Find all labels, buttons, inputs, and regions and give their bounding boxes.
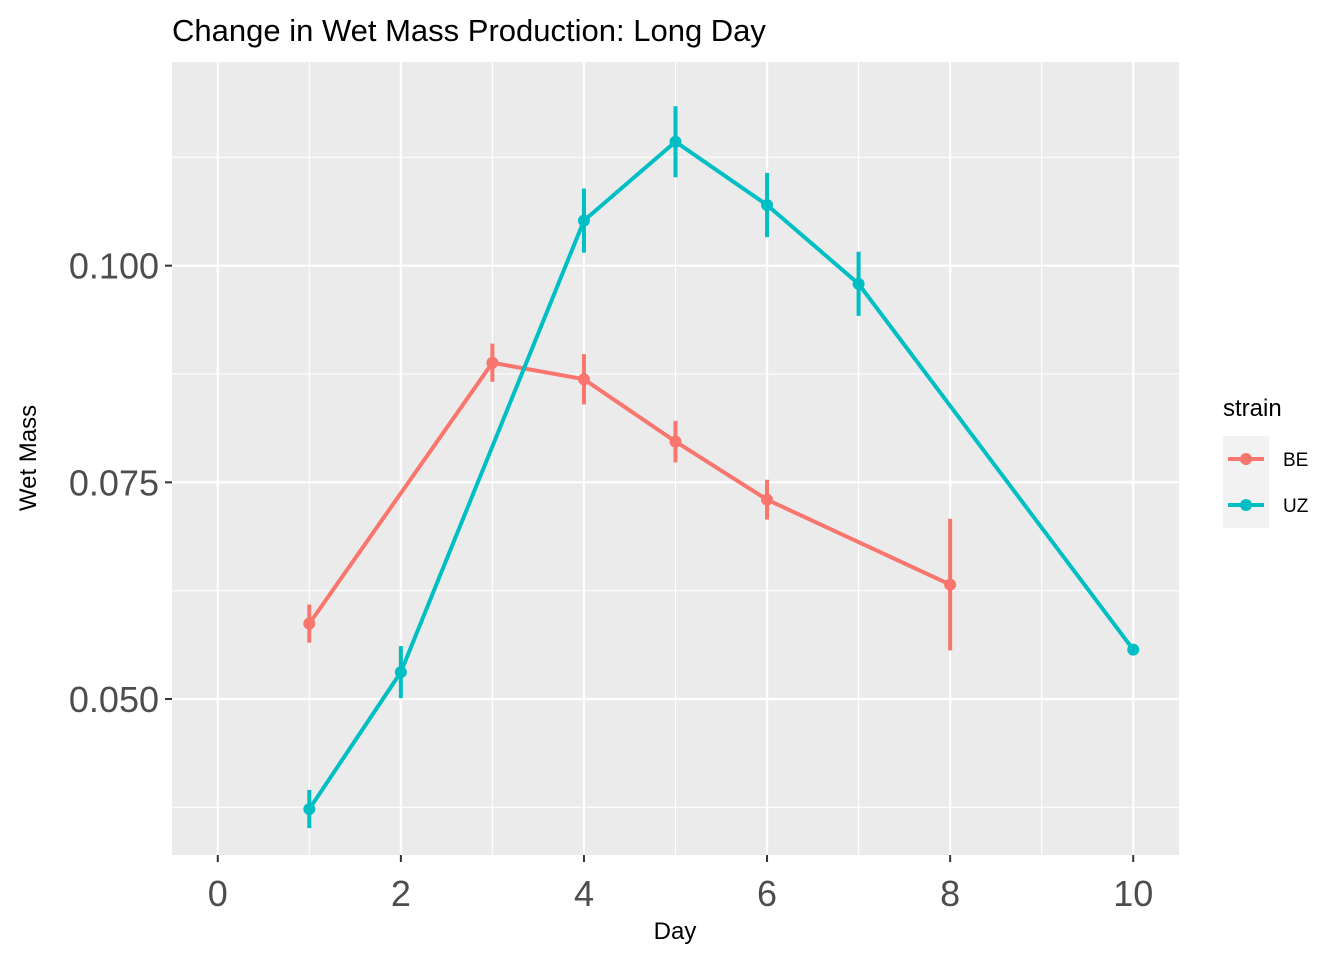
x-axis: 0 2 4 6 8 10 bbox=[208, 855, 1153, 914]
y-axis-label: Wet Mass bbox=[15, 405, 42, 511]
legend-item-uz: UZ bbox=[1223, 482, 1309, 528]
data-point bbox=[852, 277, 865, 290]
data-point bbox=[669, 135, 682, 148]
y-tick-label: 0.100 bbox=[69, 246, 159, 287]
y-axis: 0.050 0.075 0.100 bbox=[69, 246, 172, 720]
x-tick-label: 8 bbox=[940, 873, 960, 914]
data-point bbox=[577, 373, 590, 386]
series-layer bbox=[303, 106, 1140, 829]
data-point bbox=[1127, 643, 1140, 656]
legend-label: UZ bbox=[1283, 496, 1309, 517]
legend-label: BE bbox=[1283, 450, 1308, 471]
legend-key-point bbox=[1240, 453, 1252, 465]
y-tick-label: 0.075 bbox=[69, 462, 159, 503]
data-point bbox=[303, 617, 316, 630]
chart-title: Change in Wet Mass Production: Long Day bbox=[172, 13, 766, 48]
data-point bbox=[394, 666, 407, 679]
data-point bbox=[944, 578, 957, 591]
y-tick-label: 0.050 bbox=[69, 679, 159, 720]
x-tick-label: 2 bbox=[391, 873, 411, 914]
legend-item-be: BE bbox=[1223, 436, 1308, 482]
legend-title: strain bbox=[1223, 395, 1282, 422]
grid-minor bbox=[172, 62, 1179, 855]
x-tick-label: 6 bbox=[757, 873, 777, 914]
data-point bbox=[577, 214, 590, 227]
data-point bbox=[486, 356, 499, 369]
legend-key-point bbox=[1240, 499, 1252, 511]
series-uz bbox=[303, 106, 1140, 829]
x-tick-label: 10 bbox=[1113, 873, 1153, 914]
data-point bbox=[303, 803, 316, 816]
x-tick-label: 0 bbox=[208, 873, 228, 914]
data-point bbox=[761, 493, 774, 506]
x-axis-label: Day bbox=[654, 918, 697, 945]
data-point bbox=[669, 435, 682, 448]
series-line bbox=[307, 360, 951, 625]
data-point bbox=[761, 199, 774, 211]
x-tick-label: 4 bbox=[574, 873, 594, 914]
series-be bbox=[303, 343, 957, 651]
legend: strain BE UZ bbox=[1223, 395, 1309, 528]
